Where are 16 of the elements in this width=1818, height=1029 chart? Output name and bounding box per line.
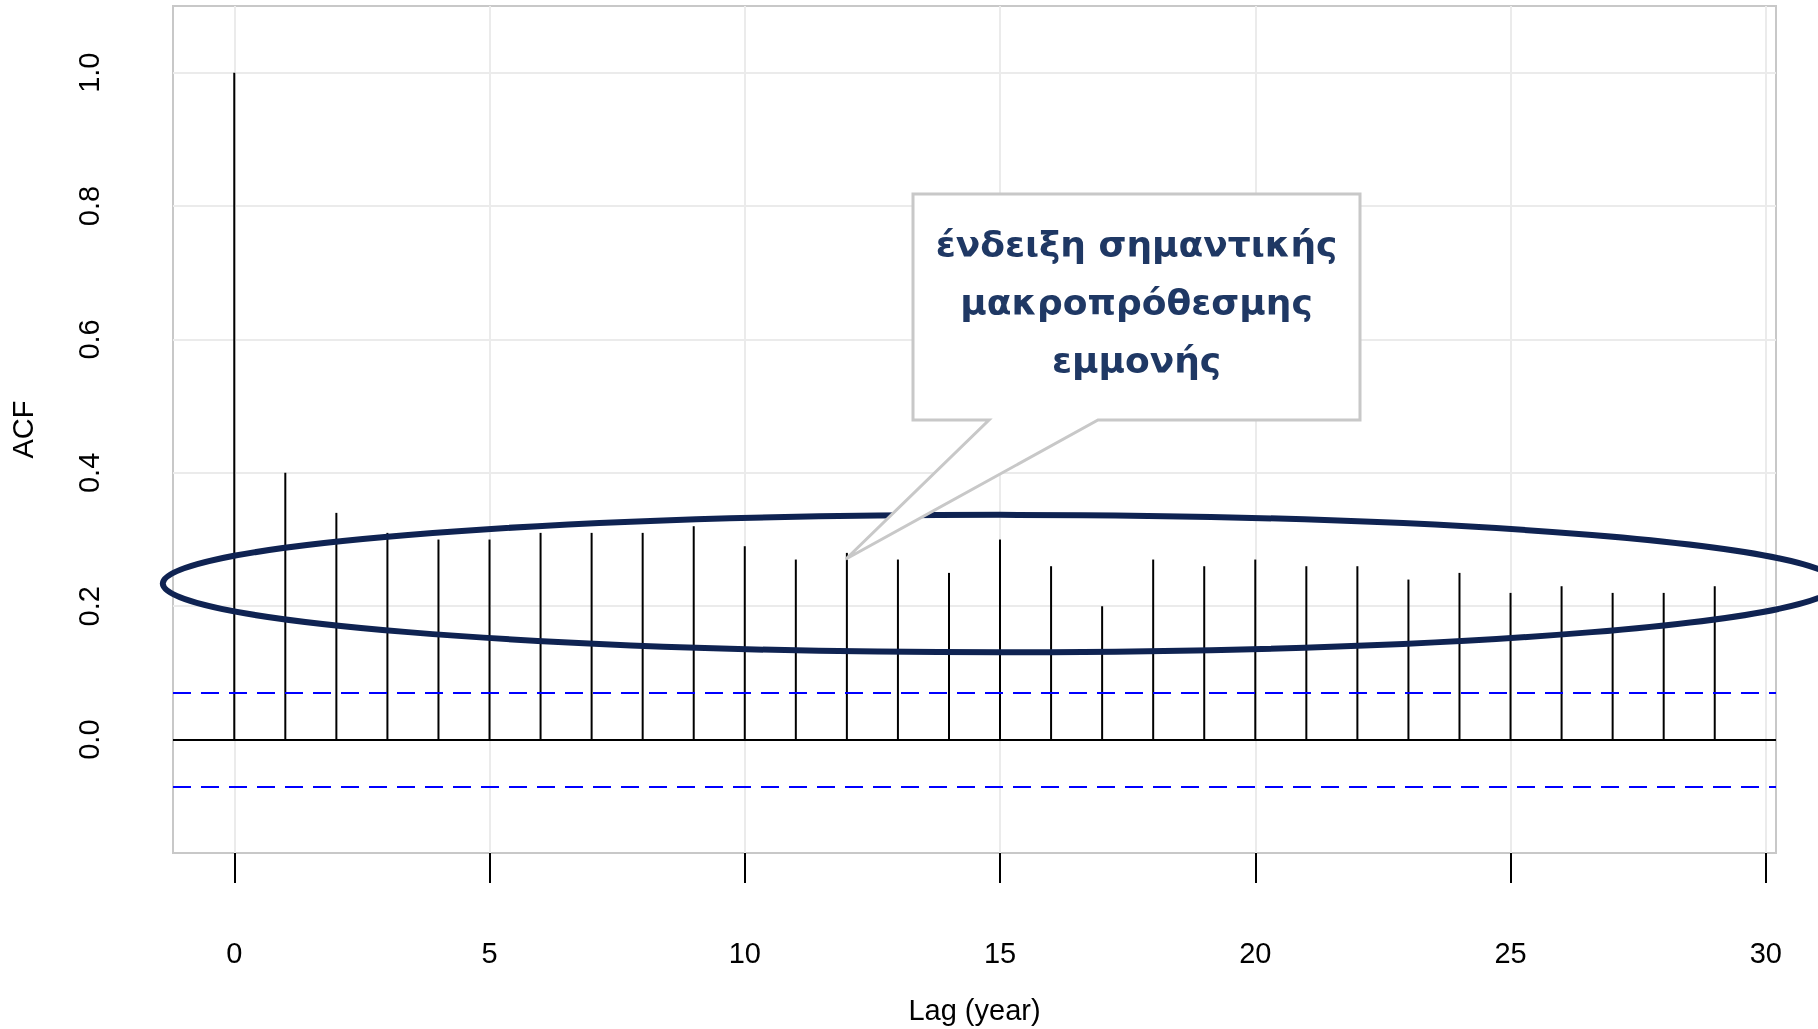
x-tick-label: 15 [983, 936, 1017, 969]
x-tick-label: 30 [1749, 936, 1782, 969]
x-tick-label: 25 [1494, 936, 1527, 969]
y-tick-label: 0.2 [72, 586, 105, 627]
x-axis-title: Lag (year) [908, 993, 1041, 1026]
x-tick-label: 5 [481, 936, 498, 969]
y-tick-label: 1.0 [72, 52, 105, 93]
annotation: ένδειξη σημαντικής μακροπρόθεσμης εμμονής [934, 223, 1339, 383]
x-tick-label: 10 [728, 936, 761, 969]
y-tick-label: 0.4 [72, 452, 105, 494]
y-tick-label: 0.0 [72, 719, 105, 760]
x-tick-label: 0 [226, 936, 243, 969]
y-tick-label: 0.8 [72, 185, 105, 227]
y-axis-title: ACF [6, 400, 39, 459]
y-tick-label: 0.6 [72, 319, 105, 360]
x-tick-label: 20 [1239, 936, 1272, 969]
